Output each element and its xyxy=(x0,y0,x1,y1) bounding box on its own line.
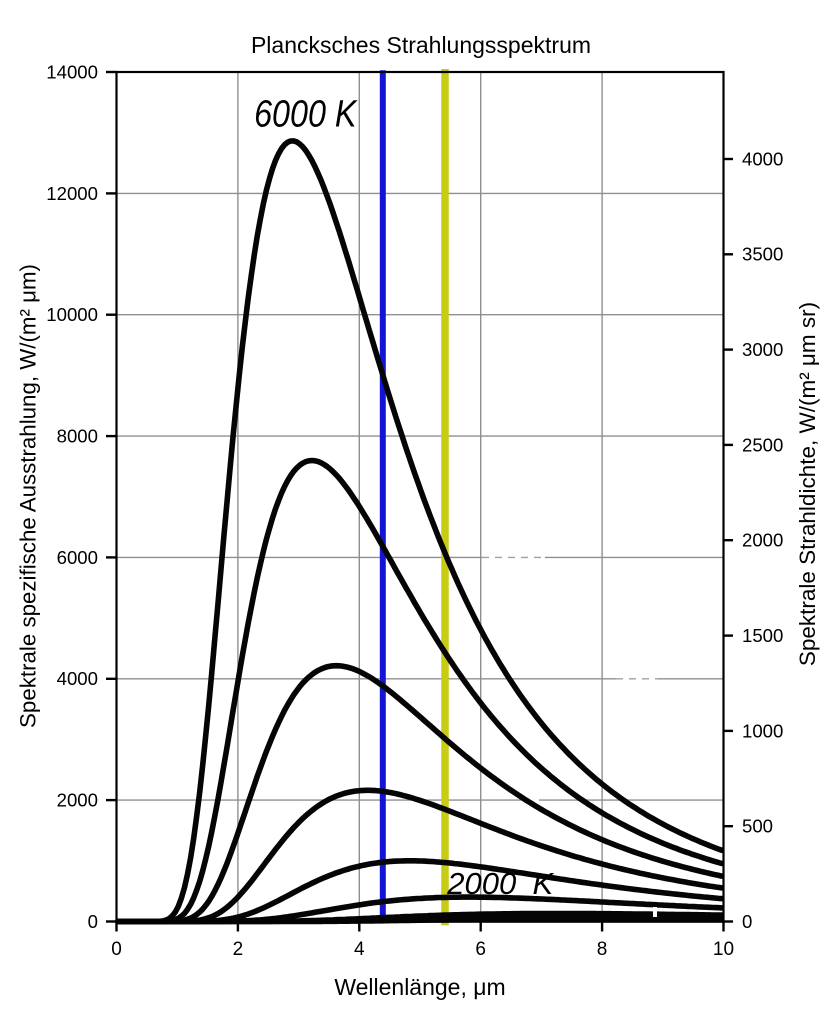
svg-text:Wellenlänge, μm: Wellenlänge, μm xyxy=(334,974,505,1000)
svg-text:2000: 2000 xyxy=(57,790,98,811)
svg-text:Plancksches Strahlungsspektrum: Plancksches Strahlungsspektrum xyxy=(251,32,591,58)
svg-text:8000: 8000 xyxy=(57,426,98,447)
svg-text:3000: 3000 xyxy=(742,339,783,360)
svg-text:0: 0 xyxy=(742,911,752,932)
svg-text:2500: 2500 xyxy=(742,434,783,455)
svg-text:4000: 4000 xyxy=(57,668,98,689)
svg-text:1500: 1500 xyxy=(742,625,783,646)
svg-text:K: K xyxy=(533,866,555,901)
svg-text:4000: 4000 xyxy=(742,148,783,169)
svg-text:6: 6 xyxy=(475,939,486,960)
svg-text:4: 4 xyxy=(354,939,365,960)
svg-text:6000: 6000 xyxy=(57,547,98,568)
svg-text:3500: 3500 xyxy=(742,244,783,265)
svg-text:14000: 14000 xyxy=(46,61,98,82)
svg-text:Spektrale spezifische Ausstrah: Spektrale spezifische Ausstrahlung, W/(m… xyxy=(16,264,41,728)
svg-text:8: 8 xyxy=(597,939,608,960)
svg-text:2000: 2000 xyxy=(446,866,516,901)
svg-text:Spektrale Strahldichte, W/(m²: Spektrale Strahldichte, W/(m² μm sr) xyxy=(795,302,820,666)
svg-text:0: 0 xyxy=(88,911,98,932)
svg-text:1000: 1000 xyxy=(742,720,783,741)
svg-text:2000: 2000 xyxy=(742,530,783,551)
svg-text:10: 10 xyxy=(713,939,734,960)
svg-text:6000 K: 6000 K xyxy=(254,93,358,135)
svg-text:2: 2 xyxy=(233,939,244,960)
svg-text:0: 0 xyxy=(111,939,122,960)
svg-text:12000: 12000 xyxy=(46,183,98,204)
svg-text:10000: 10000 xyxy=(46,304,98,325)
svg-text:500: 500 xyxy=(742,816,773,837)
